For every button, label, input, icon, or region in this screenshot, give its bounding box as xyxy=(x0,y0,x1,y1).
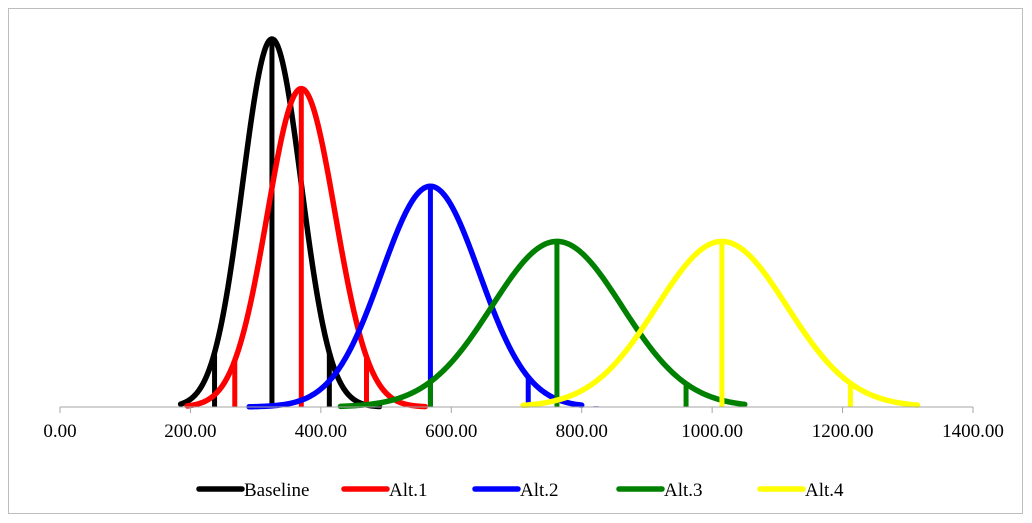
chart-frame: 0.00 200.00 400.00 600.00 800.00 1000.00 1200.… xyxy=(8,8,1023,514)
legend: Baseline Alt.1 Alt.2 Alt.3 Alt.4 xyxy=(196,480,844,501)
legend-label: Alt.4 xyxy=(805,480,844,501)
legend-label: Alt.1 xyxy=(389,480,428,501)
x-tick-label: 800.00 xyxy=(556,421,608,442)
legend-item: Alt.2 xyxy=(472,480,559,501)
x-tick-label: 0.00 xyxy=(43,421,76,442)
chart-svg: 0.00 200.00 400.00 600.00 800.00 1000.00 1200.… xyxy=(43,36,1004,501)
x-tick-label: 400.00 xyxy=(295,421,347,442)
legend-item: Baseline xyxy=(196,480,309,501)
curve-line xyxy=(184,85,428,410)
series-alt-3 xyxy=(337,238,748,410)
legend-item: Alt.4 xyxy=(757,480,844,501)
series-alt-4 xyxy=(520,238,921,409)
x-axis: 0.00 200.00 400.00 600.00 800.00 1000.00 1200.… xyxy=(43,406,1004,442)
curve-line xyxy=(337,238,748,410)
legend-label: Alt.3 xyxy=(664,480,703,501)
series-alt-1 xyxy=(184,85,428,410)
legend-item: Alt.3 xyxy=(616,480,703,501)
curve-line xyxy=(246,183,585,410)
legend-label: Baseline xyxy=(244,480,309,501)
chart-curves xyxy=(177,36,921,410)
x-tick-label: 600.00 xyxy=(425,421,477,442)
x-tick-label: 200.00 xyxy=(164,421,216,442)
x-tick-label: 1200.00 xyxy=(812,421,874,442)
legend-label: Alt.2 xyxy=(520,480,559,501)
x-tick-label: 1400.00 xyxy=(942,421,1004,442)
legend-item: Alt.1 xyxy=(341,480,428,501)
x-tick-label: 1000.00 xyxy=(681,421,743,442)
